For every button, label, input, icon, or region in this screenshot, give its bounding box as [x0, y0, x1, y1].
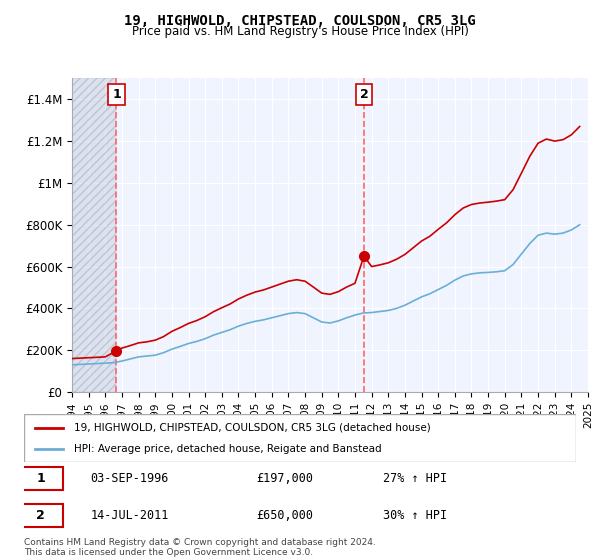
FancyBboxPatch shape [19, 466, 62, 490]
Text: HPI: Average price, detached house, Reigate and Banstead: HPI: Average price, detached house, Reig… [74, 444, 382, 454]
Text: 03-SEP-1996: 03-SEP-1996 [90, 472, 169, 485]
Text: Price paid vs. HM Land Registry's House Price Index (HPI): Price paid vs. HM Land Registry's House … [131, 25, 469, 38]
FancyBboxPatch shape [24, 414, 576, 462]
Text: 19, HIGHWOLD, CHIPSTEAD, COULSDON, CR5 3LG: 19, HIGHWOLD, CHIPSTEAD, COULSDON, CR5 3… [124, 14, 476, 28]
FancyBboxPatch shape [19, 504, 62, 528]
Text: 2: 2 [359, 88, 368, 101]
Text: 27% ↑ HPI: 27% ↑ HPI [383, 472, 447, 485]
Text: 14-JUL-2011: 14-JUL-2011 [90, 509, 169, 522]
Text: Contains HM Land Registry data © Crown copyright and database right 2024.
This d: Contains HM Land Registry data © Crown c… [24, 538, 376, 557]
Text: 1: 1 [36, 472, 45, 485]
Text: 1: 1 [112, 88, 121, 101]
Text: £197,000: £197,000 [256, 472, 313, 485]
Bar [72, 78, 116, 392]
Text: 19, HIGHWOLD, CHIPSTEAD, COULSDON, CR5 3LG (detached house): 19, HIGHWOLD, CHIPSTEAD, COULSDON, CR5 3… [74, 423, 430, 433]
Text: £650,000: £650,000 [256, 509, 313, 522]
Text: 30% ↑ HPI: 30% ↑ HPI [383, 509, 447, 522]
Text: 2: 2 [36, 509, 45, 522]
